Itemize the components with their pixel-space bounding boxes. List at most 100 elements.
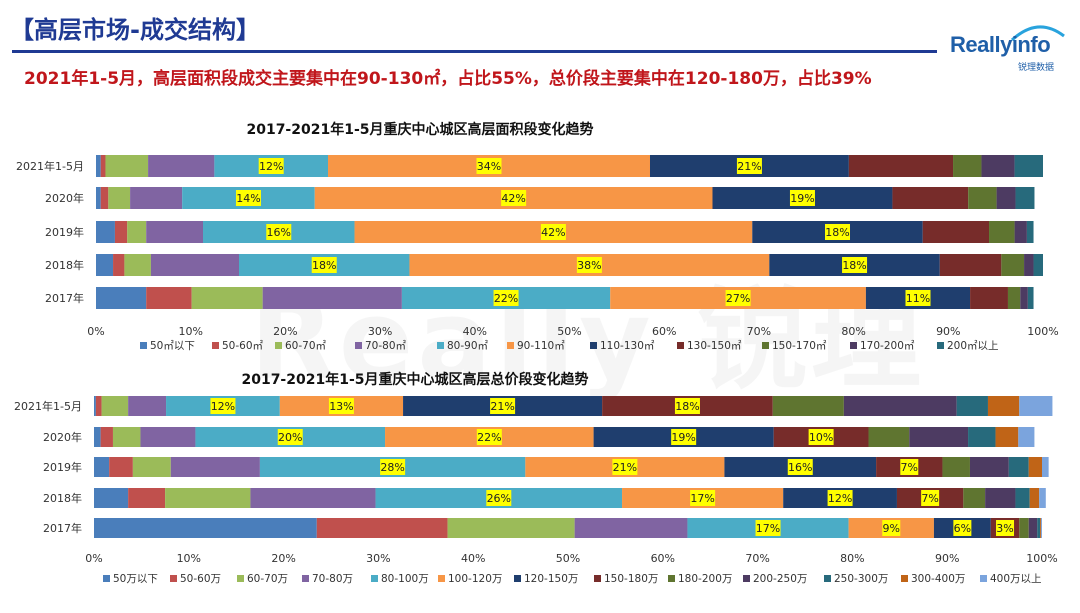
chart-0-data-label: 38% [577,259,601,272]
chart-1-data-label-bg [486,490,512,506]
chart-0-data-label: 11% [906,292,930,305]
chart-1-data-label: 9% [883,522,900,535]
chart-1-category-label: 2019年 [43,460,82,474]
chart-1-x-tick-label: 40% [461,552,485,565]
chart-1-legend-swatch [103,575,110,582]
chart-0-data-label-bg [576,257,602,273]
chart-1-bar-segment [447,518,575,538]
chart-0-x-tick-label: 20% [273,325,297,338]
chart-0-bar-segment [96,221,115,243]
chart-1-legend-label: 60-70万 [247,573,288,585]
chart-1-data-label: 7% [901,461,918,474]
chart-1-legend-label: 100-120万 [448,573,502,585]
headline-summary: 2021年1-5月，高层面积段成交主要集中在90-130㎡，占比55%，总价段主… [24,69,872,89]
chart-1-bar-segment [94,518,317,538]
chart-0-bar-segment [1026,221,1034,243]
chart-1-legend-swatch [743,575,750,582]
chart-0-data-label: 12% [259,160,283,173]
logo-cn-text: 锐理数据 [1018,63,1055,73]
chart-1-data-label: 21% [613,461,637,474]
chart-0-legend-label: 90-110㎡ [517,340,565,352]
chart-0-bar-segment [127,221,147,243]
chart-1-data-label: 26% [487,492,511,505]
chart-1-legend-label: 80-100万 [381,573,429,585]
chart-0-legend-label: 150-170㎡ [772,340,827,352]
chart-1-data-label-bg [277,429,303,445]
chart-1-data-label-bg [490,398,516,414]
chart-1-legend-label: 250-300万 [834,573,888,585]
chart-0-x-tick-label: 70% [747,325,771,338]
chart-0-bar-segment [1001,254,1025,276]
title-underline [12,50,937,53]
chart-0-bar-segment [191,287,263,309]
chart-0-bar-segment [96,187,101,209]
chart-1-legend-swatch [371,575,378,582]
chart-1-bar-segment [1037,518,1041,538]
chart-1-bar-segment [1018,427,1035,447]
chart-0-legend-swatch [355,342,362,349]
chart-1-data-label: 13% [329,400,353,413]
chart-1-data-label: 17% [756,522,780,535]
chart-1-data-label-bg [674,398,700,414]
chart-1-data-label: 22% [477,431,501,444]
chart-0-legend-swatch [437,342,444,349]
chart-1-legend-label: 120-150万 [524,573,578,585]
chart-1-bar-segment [94,396,96,416]
chart-1-bar-segment [109,457,133,477]
chart-1-legend-swatch [302,575,309,582]
chart-0-bar-segment [124,254,151,276]
chart-0-x-tick-label: 60% [652,325,676,338]
chart-1-legend-swatch [170,575,177,582]
chart-1-data-label-bg [808,429,834,445]
chart-1-data-label-bg [882,520,901,536]
chart-1-bar-segment [956,396,988,416]
chart-0-bar-segment [150,254,239,276]
chart-0-bar-segment [968,187,997,209]
chart-1-data-label: 3% [996,522,1013,535]
chart-1-bar-segment [843,396,957,416]
chart-0-bar-segment [96,254,114,276]
chart-0-data-label: 21% [737,160,761,173]
chart-0-bar-segment [1024,254,1034,276]
chart-0-bar-segment [108,187,131,209]
chart-1-data-label: 6% [954,522,971,535]
chart-0-bar-segment [1027,287,1034,309]
chart-0-category-label: 2019年 [45,225,84,239]
chart-1-legend-swatch [901,575,908,582]
chart-0-x-tick-label: 40% [463,325,487,338]
chart-1-bar-segment [94,427,101,447]
chart-0-x-tick-label: 0% [87,325,104,338]
chart-0-bar-segment [96,287,147,309]
chart-1-bar-segment [1015,488,1030,508]
chart-1-data-label: 17% [690,492,714,505]
chart-0-bar-segment [953,155,982,177]
chart-0-bar-segment [970,287,1008,309]
chart-0-data-label: 27% [726,292,750,305]
chart-0-category-label: 2020年 [45,191,84,205]
chart-0-legend-label: 80-90㎡ [447,340,489,352]
chart-1-data-label: 21% [490,400,514,413]
chart-1-bar-segment [968,427,996,447]
chart-0-legend-swatch [140,342,147,349]
chart-0-category-label: 2017年 [45,291,84,305]
chart-0-legend-label: 170-200㎡ [860,340,915,352]
chart-1-legend-swatch [514,575,521,582]
chart-0-bar-segment [100,155,106,177]
chart-1-legend-label: 200-250万 [753,573,807,585]
chart-1-x-tick-label: 60% [651,552,675,565]
chart-1-data-label: 10% [809,431,833,444]
chart-0-x-tick-label: 80% [841,325,865,338]
chart-1-category-label: 2017年 [43,521,82,535]
chart-1-data-label-bg [755,520,781,536]
chart-0-data-label: 18% [825,226,849,239]
chart-1-data-label: 12% [211,400,235,413]
chart-0-legend-swatch [677,342,684,349]
chart-1-x-tick-label: 50% [556,552,580,565]
chart-1-bar-segment [128,488,166,508]
chart-1-bar-segment [1028,457,1042,477]
chart-0-data-label-bg [789,190,815,206]
chart-1-category-label: 2020年 [43,430,82,444]
chart-1-bar-segment [1019,396,1053,416]
chart-1-x-tick-label: 20% [271,552,295,565]
chart-1-bar-segment [95,396,102,416]
